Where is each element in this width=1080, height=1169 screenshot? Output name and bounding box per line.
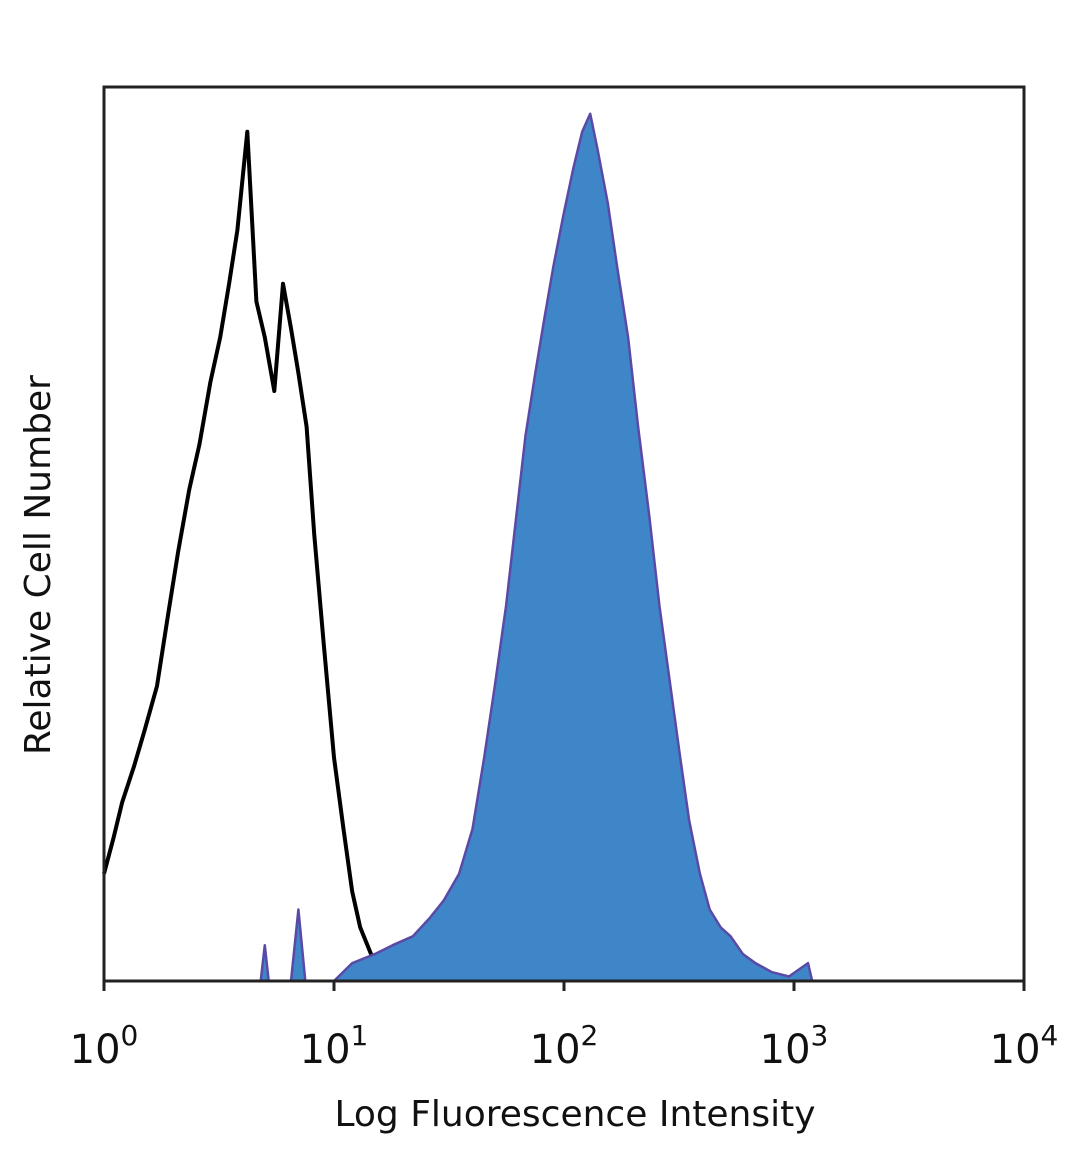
x-tick-label-1: 101	[300, 1019, 369, 1073]
x-tick-label-4: 104	[990, 1019, 1059, 1073]
x-tick-label-0: 100	[70, 1019, 139, 1073]
series-0-outline-histogram	[102, 129, 392, 983]
x-tick-label-2: 102	[530, 1019, 599, 1073]
series-layer	[102, 112, 814, 983]
x-axis-label: Log Fluorescence Intensity	[334, 1094, 815, 1135]
y-axis-label: Relative Cell Number	[18, 375, 59, 755]
x-tick-label-3: 103	[760, 1019, 829, 1073]
series-1-filled-histogram	[259, 112, 814, 983]
x-tick-layer: 100 101 102 103 104	[70, 981, 1059, 1073]
